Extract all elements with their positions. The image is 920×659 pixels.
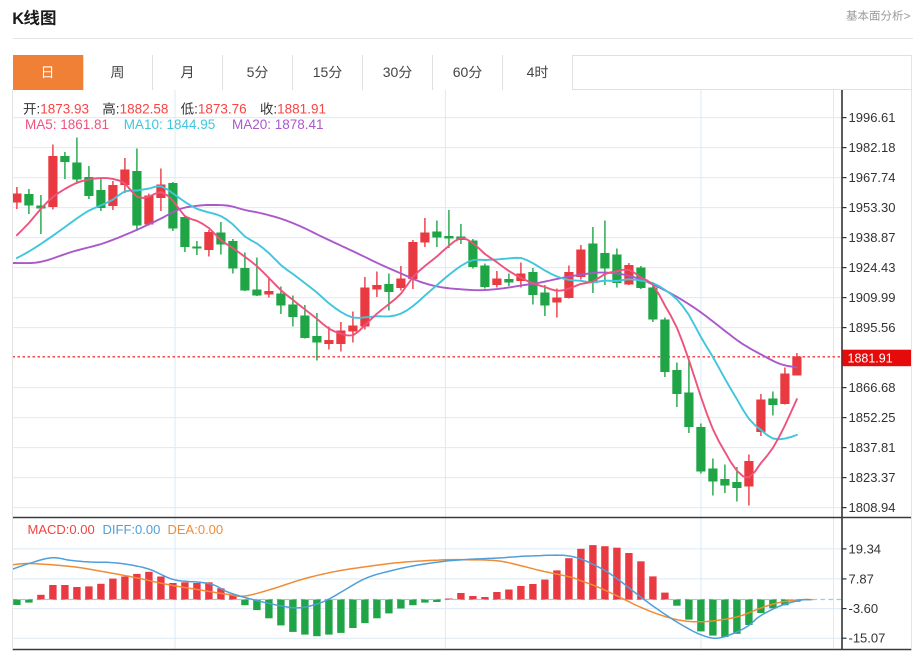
- svg-text:1953.30: 1953.30: [849, 200, 896, 215]
- svg-text:MA5: 1861.81: MA5: 1861.81: [25, 117, 109, 132]
- svg-text::1881.91: :1881.91: [273, 102, 326, 117]
- svg-text:MACD:0.00: MACD:0.00: [28, 522, 95, 537]
- svg-text:1996.61: 1996.61: [849, 110, 896, 125]
- svg-text:DIFF:0.00: DIFF:0.00: [103, 522, 161, 537]
- svg-text::1882.58: :1882.58: [116, 102, 169, 117]
- svg-text:-3.60: -3.60: [849, 601, 879, 616]
- svg-text:1938.87: 1938.87: [849, 230, 896, 245]
- svg-text::1873.93: :1873.93: [37, 102, 90, 117]
- svg-text:60: 60: [453, 64, 469, 80]
- svg-text:4: 4: [527, 64, 535, 80]
- svg-text:1982.18: 1982.18: [849, 140, 896, 155]
- svg-text:1924.43: 1924.43: [849, 260, 896, 275]
- svg-text:1837.81: 1837.81: [849, 440, 896, 455]
- svg-text:MA20: 1878.41: MA20: 1878.41: [232, 117, 324, 132]
- svg-text:5: 5: [247, 64, 255, 80]
- svg-text:K: K: [12, 10, 24, 28]
- svg-text:7.87: 7.87: [849, 571, 874, 586]
- svg-text:>: >: [904, 11, 911, 23]
- svg-text:-15.07: -15.07: [849, 631, 886, 646]
- svg-text::1873.76: :1873.76: [194, 102, 247, 117]
- svg-text:30: 30: [383, 64, 399, 80]
- svg-text:DEA:0.00: DEA:0.00: [168, 522, 224, 537]
- svg-text:1852.25: 1852.25: [849, 410, 896, 425]
- svg-text:1823.37: 1823.37: [849, 470, 896, 485]
- svg-text:1967.74: 1967.74: [849, 170, 896, 185]
- svg-text:19.34: 19.34: [849, 541, 882, 556]
- svg-text:1866.68: 1866.68: [849, 380, 896, 395]
- svg-text:1808.94: 1808.94: [849, 500, 896, 515]
- svg-text:1881.91: 1881.91: [848, 352, 893, 366]
- svg-text:1909.99: 1909.99: [849, 290, 896, 305]
- svg-text:1895.56: 1895.56: [849, 320, 896, 335]
- svg-text:15: 15: [313, 64, 329, 80]
- svg-text:MA10: 1844.95: MA10: 1844.95: [124, 117, 216, 132]
